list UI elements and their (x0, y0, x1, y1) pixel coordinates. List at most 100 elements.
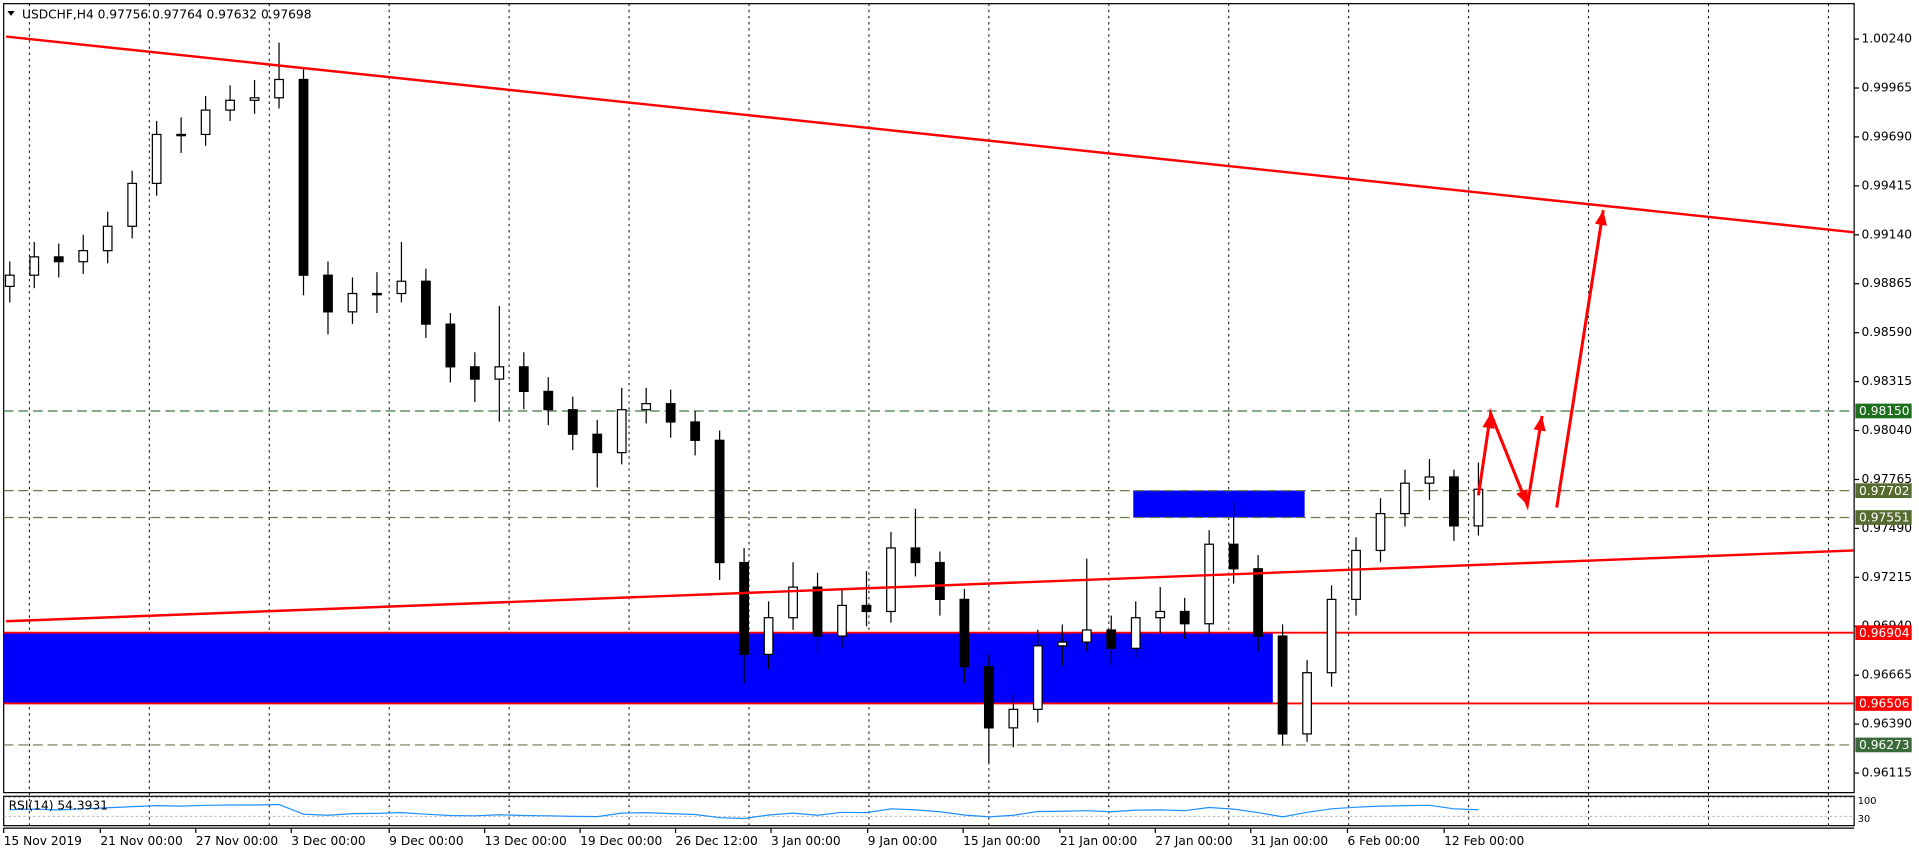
candle-body (641, 403, 652, 411)
y-tick-label: 0.97215 (1861, 570, 1912, 584)
candle-body (396, 280, 407, 295)
candle-body (518, 366, 529, 392)
x-tick-label: 19 Dec 00:00 (580, 834, 662, 848)
arrow-head (1516, 489, 1528, 506)
x-tick-label: 15 Nov 2019 (4, 834, 82, 848)
candle-body (567, 409, 578, 435)
candle-body (788, 586, 798, 619)
candle-body (763, 617, 774, 655)
candle-body (53, 256, 64, 263)
candle-body (1057, 641, 1068, 647)
level-label: 0.98150 (1859, 404, 1910, 418)
candle-body (690, 421, 701, 441)
rsi-line (9, 803, 1479, 820)
header-value: 0.97764 (152, 7, 203, 21)
rsi-frame (3, 795, 1855, 827)
x-tick-label: 12 Feb 00:00 (1444, 834, 1524, 848)
level-label: 0.96273 (1859, 738, 1910, 752)
candle-body (910, 547, 921, 564)
candle-body (1155, 610, 1166, 619)
level-label: 0.97551 (1859, 511, 1910, 525)
arrow (1476, 407, 1544, 511)
header-value: 0.97698 (261, 7, 312, 21)
x-tick-label: 9 Jan 00:00 (868, 834, 938, 848)
candle-body (1179, 610, 1190, 625)
candle-body (372, 292, 382, 296)
candle-body (837, 604, 847, 637)
candle-body (494, 366, 505, 380)
level-label-bg (1855, 403, 1912, 419)
y-tick-label: 0.99965 (1861, 81, 1912, 95)
trendline (5, 35, 1855, 234)
candle-body (1008, 708, 1019, 729)
chart-header: USDCHF,H4 0.97756 0.97764 0.97632 0.9769… (22, 7, 311, 21)
x-tick-label: 31 Jan 00:00 (1251, 834, 1328, 848)
candle-body (714, 439, 725, 564)
candle-body (1106, 629, 1117, 649)
candle-body (274, 78, 284, 99)
y-tick-label: 0.96665 (1861, 668, 1912, 682)
rsi-tick-label: 30 (1858, 814, 1870, 825)
rsi-label: RSI(14) 54.3931 (9, 799, 108, 813)
level-label-bg (1855, 737, 1912, 753)
candle-body (102, 225, 113, 252)
main-frame (3, 3, 1855, 794)
y-tick-label: 0.99415 (1861, 178, 1912, 192)
y-tick-label: 0.99690 (1861, 129, 1912, 143)
y-tick-label: 0.98590 (1861, 325, 1912, 339)
candle-body (78, 250, 89, 263)
x-tick-label: 13 Dec 00:00 (485, 834, 567, 848)
candle-body (665, 403, 676, 423)
x-tick-label: 27 Jan 00:00 (1155, 834, 1232, 848)
y-tick-label: 0.96115 (1861, 766, 1912, 780)
header-value: 0.97756 (98, 7, 149, 21)
x-tick-label: 21 Jan 00:00 (1060, 834, 1137, 848)
candle-body (592, 433, 603, 454)
x-tick-label: 27 Nov 00:00 (196, 834, 278, 848)
candle-body (1326, 598, 1337, 674)
candle-body (616, 409, 627, 454)
candle-body (347, 292, 358, 313)
candle-body (1130, 617, 1141, 649)
candle-body (176, 133, 187, 137)
y-tick-label: 0.98040 (1861, 423, 1912, 437)
candle-body (29, 256, 40, 276)
candle-body (4, 274, 15, 288)
plot-layer: 1.00240 0.99965 0.99690 0.99415 0.99140 0.988… (3, 3, 1912, 848)
level-label-bg (1855, 625, 1912, 640)
level-label-bg (1855, 696, 1912, 711)
candle-body (1302, 672, 1312, 735)
candle-body (1449, 476, 1459, 527)
candle-body (151, 133, 162, 184)
candle-body (127, 182, 138, 227)
level-label-bg (1855, 483, 1912, 499)
x-tick-label: 3 Jan 00:00 (771, 834, 841, 848)
candle-body (469, 366, 480, 380)
level-label: 0.97702 (1859, 484, 1910, 498)
candle-body (323, 274, 333, 313)
x-tick-label: 15 Jan 00:00 (963, 834, 1040, 848)
y-tick-label: 0.97765 (1861, 472, 1912, 486)
y-tick-label: 1.00240 (1861, 32, 1912, 46)
candle-body (1253, 568, 1264, 637)
level-label: 0.96904 (1859, 626, 1910, 640)
rsi-tick-label: 100 (1858, 796, 1877, 807)
candle-body (1400, 482, 1410, 515)
candle-body (1375, 513, 1386, 552)
level-label: 0.96506 (1859, 697, 1910, 711)
candle-body (1351, 549, 1361, 600)
candle-body (983, 666, 994, 729)
menu-icon (7, 11, 15, 16)
y-tick-label: 0.98865 (1861, 276, 1912, 290)
candle-body (445, 323, 456, 368)
candle-body (1228, 543, 1239, 570)
candle-body (543, 390, 554, 411)
candle-body (249, 97, 260, 101)
trendline (6, 549, 1855, 623)
arrow (1555, 210, 1605, 508)
candle-body (1081, 629, 1092, 643)
header-value: 0.97632 (207, 7, 258, 21)
